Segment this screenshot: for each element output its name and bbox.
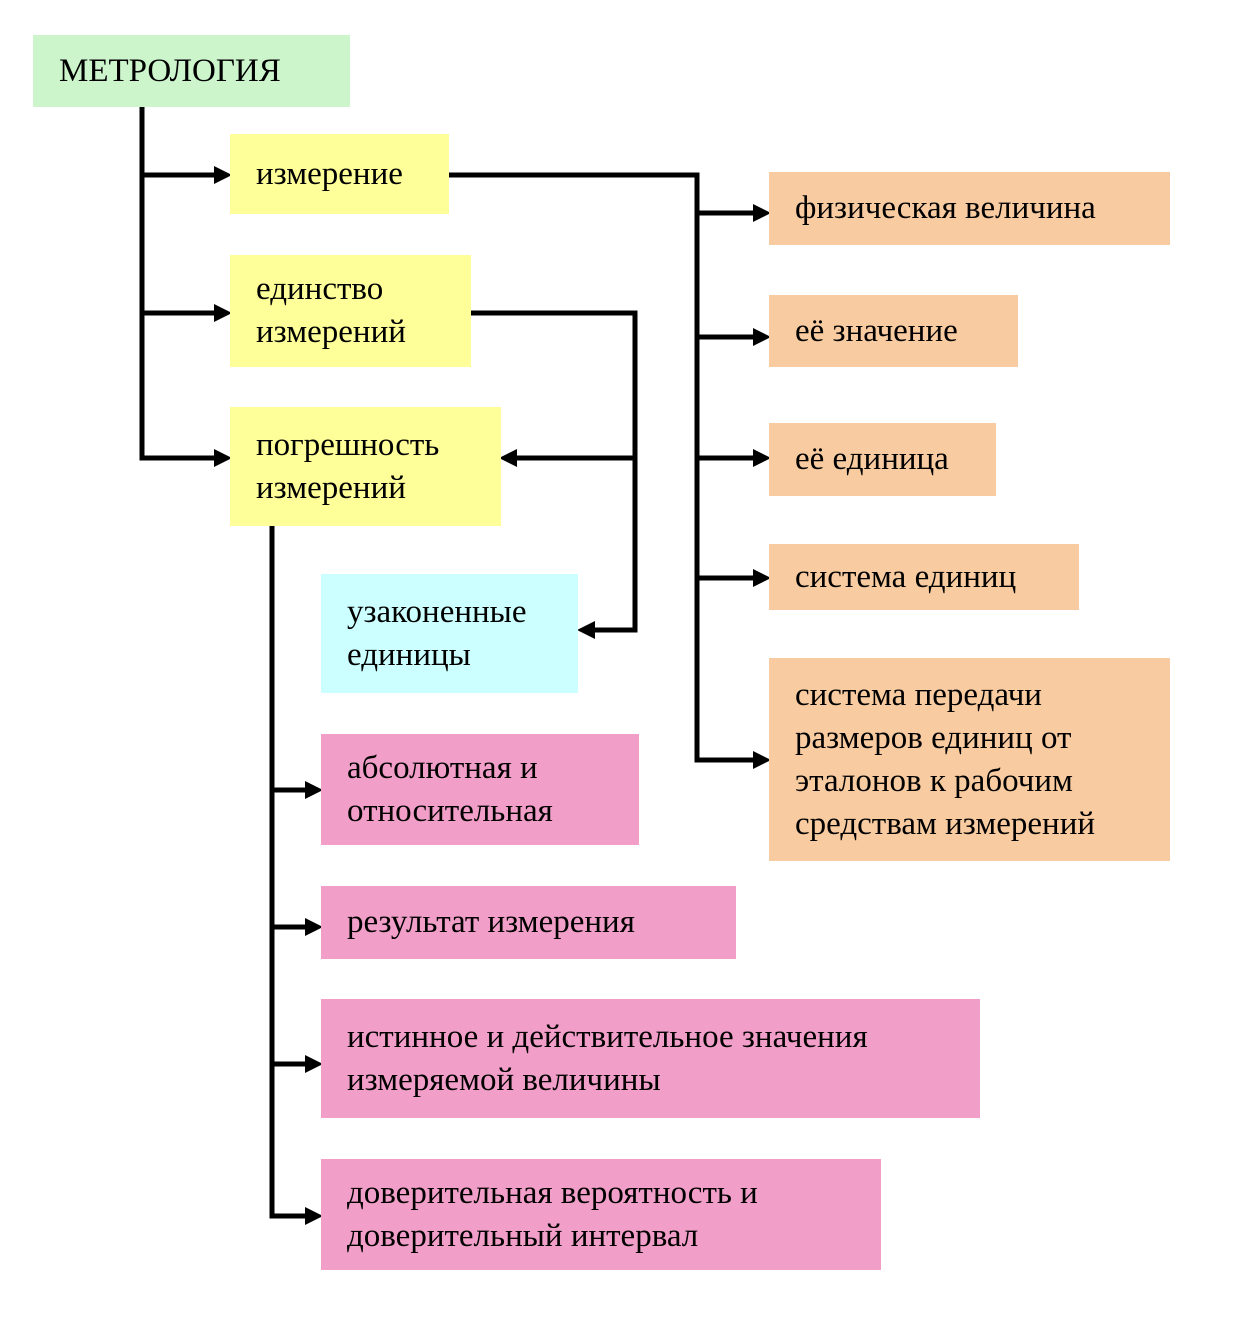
concept-error-line-1: погрешность (256, 426, 440, 463)
concept-unity-of-measurements: единство измерений (230, 255, 471, 367)
root-label: МЕТРОЛОГИЯ (59, 52, 281, 89)
legal-units: узаконенные единицы (321, 574, 578, 693)
concept-measurement-line-1: измерение (256, 155, 403, 192)
error-confidence-probability-interval: доверительная вероятность и доверительны… (321, 1159, 881, 1270)
concept-measurement-error: погрешность измерений (230, 407, 501, 526)
error-absolute-relative: абсолютная и относительная (321, 734, 639, 845)
error-true-actual-line-1: истинное и действительное значения (347, 1018, 868, 1055)
error-confidence-line-1: доверительная вероятность и (347, 1174, 758, 1211)
concept-measurement: измерение (230, 134, 449, 214)
concept-error-line-2: измерений (256, 469, 406, 506)
aspect-its-unit: её единица (769, 423, 996, 496)
error-absolute-line-1: абсолютная и (347, 749, 538, 786)
aspect-its-value: её значение (769, 295, 1018, 367)
aspect-physical-quantity: физическая величина (769, 172, 1170, 245)
aspect-transfer-line-4: средствам измерений (795, 805, 1096, 842)
aspect-its-unit-line-1: её единица (795, 441, 949, 477)
aspect-unit-system: система единиц (769, 544, 1079, 610)
concept-unity-line-2: измерений (256, 314, 406, 350)
legal-units-line-2: единицы (347, 636, 471, 673)
error-absolute-line-2: относительная (347, 792, 553, 829)
error-true-and-actual-values: истинное и действительное значения измер… (321, 999, 980, 1118)
error-confidence-line-2: доверительный интервал (347, 1217, 699, 1254)
aspect-transfer-line-3: эталонов к рабочим (795, 762, 1073, 799)
concept-unity-line-1: единство (256, 271, 384, 307)
error-result-line-1: результат измерения (347, 904, 635, 940)
aspect-transfer-line-2: размеров единиц от (795, 719, 1072, 756)
aspect-unit-transfer-system: система передачи размеров единиц от этал… (769, 658, 1170, 861)
legal-units-line-1: узаконенные (347, 593, 527, 630)
error-true-actual-line-2: измеряемой величины (347, 1061, 661, 1098)
aspect-physical-quantity-line-1: физическая величина (795, 190, 1096, 226)
error-measurement-result: результат измерения (321, 886, 736, 959)
aspect-its-value-line-1: её значение (795, 312, 958, 349)
aspect-unit-system-line-1: система единиц (795, 558, 1017, 595)
root-metrology: МЕТРОЛОГИЯ (33, 35, 350, 107)
aspect-transfer-line-1: система передачи (795, 676, 1042, 713)
